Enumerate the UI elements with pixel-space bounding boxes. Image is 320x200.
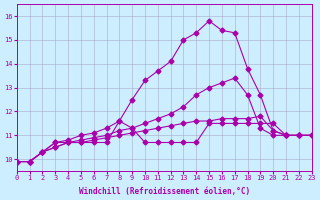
X-axis label: Windchill (Refroidissement éolien,°C): Windchill (Refroidissement éolien,°C) <box>79 187 250 196</box>
